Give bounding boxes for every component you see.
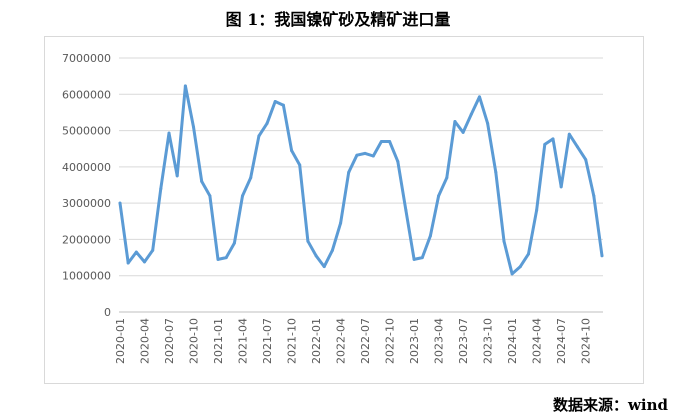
x-tick-label: 2022-01 (310, 318, 323, 364)
data-point (355, 153, 359, 157)
data-point (306, 239, 310, 243)
data-point (584, 158, 588, 162)
x-tick-label: 2024-04 (531, 318, 544, 364)
data-point (363, 151, 367, 155)
data-point (232, 241, 236, 245)
data-point (445, 176, 449, 180)
x-tick-label: 2020-07 (163, 318, 176, 364)
data-point (339, 221, 343, 225)
series-line (118, 84, 604, 276)
data-point (428, 234, 432, 238)
data-point (420, 256, 424, 260)
x-tick-label: 2024-07 (555, 318, 568, 364)
x-tick-label: 2020-04 (139, 318, 152, 364)
x-tick-label: 2021-01 (212, 318, 225, 364)
chart-frame: 0 1000000 2000000 3000000 4000000 5000000 6000… (44, 36, 644, 384)
data-point (502, 239, 506, 243)
data-point (281, 103, 285, 107)
data-point (486, 121, 490, 125)
y-tick-label: 7000000 (62, 52, 111, 65)
data-point (371, 154, 375, 158)
data-point (290, 149, 294, 153)
x-tick-label: 2022-10 (384, 318, 397, 364)
data-point (477, 95, 481, 99)
x-tick-label: 2022-07 (359, 318, 372, 364)
data-point (167, 131, 171, 135)
data-point (461, 130, 465, 134)
data-point (175, 174, 179, 178)
data-point (379, 139, 383, 143)
data-point (273, 100, 277, 104)
data-point (567, 132, 571, 136)
data-point (551, 137, 555, 141)
data-point (518, 265, 522, 269)
data-point (396, 159, 400, 163)
data-point (183, 84, 187, 88)
data-point (134, 250, 138, 254)
chart-title: 图 1：我国镍矿砂及精矿进口量 (225, 10, 451, 29)
data-point (208, 194, 212, 198)
y-tick-label: 2000000 (62, 233, 111, 246)
y-tick-label: 0 (104, 306, 111, 319)
data-point (535, 208, 539, 212)
data-point (559, 185, 563, 189)
y-tick-label: 4000000 (62, 161, 111, 174)
data-point (347, 170, 351, 174)
data-point (330, 248, 334, 252)
source-note: 数据来源：wind (552, 396, 668, 414)
data-points (118, 84, 604, 276)
data-point (192, 125, 196, 129)
data-point (151, 248, 155, 252)
x-tick-label: 2023-07 (457, 318, 470, 364)
x-tick-label: 2023-10 (482, 318, 495, 364)
x-tick-label: 2023-04 (433, 318, 446, 364)
x-tick-label: 2021-07 (261, 318, 274, 364)
data-point (143, 260, 147, 264)
x-tick-label: 2024-10 (580, 318, 593, 364)
y-tick-label: 6000000 (62, 88, 111, 101)
data-point (241, 194, 245, 198)
data-point (494, 170, 498, 174)
y-tick-label: 1000000 (62, 270, 111, 283)
x-tick-label: 2020-10 (188, 318, 201, 364)
data-point (298, 163, 302, 167)
data-point (388, 139, 392, 143)
data-point (265, 121, 269, 125)
data-point (200, 179, 204, 183)
data-point (224, 256, 228, 260)
x-tick-label: 2024-01 (506, 318, 519, 364)
data-point (543, 142, 547, 146)
y-tick-label: 3000000 (62, 197, 111, 210)
x-tick-label: 2021-10 (286, 318, 299, 364)
data-point (575, 145, 579, 149)
data-point (453, 120, 457, 123)
x-tick-label: 2023-01 (408, 318, 421, 364)
data-point (126, 261, 130, 265)
data-point (118, 201, 122, 205)
data-point (314, 254, 318, 258)
data-point (437, 194, 441, 198)
data-point (257, 134, 261, 138)
line-chart: 0 1000000 2000000 3000000 4000000 5000000 6000… (62, 52, 604, 364)
data-point (412, 257, 416, 261)
data-point (404, 208, 408, 212)
data-point (159, 187, 163, 191)
x-axis-ticks: 2020-01 2020-04 2020-07 2020-10 2021-01 2021-… (114, 318, 593, 364)
data-point (510, 272, 514, 276)
x-tick-label: 2022-04 (335, 318, 348, 364)
data-point (249, 176, 253, 180)
y-tick-label: 5000000 (62, 125, 111, 138)
data-point (469, 112, 473, 116)
x-tick-label: 2021-04 (237, 318, 250, 364)
y-axis-ticks: 0 1000000 2000000 3000000 4000000 5000000 6000… (62, 52, 111, 319)
data-point (526, 252, 530, 256)
data-point (216, 257, 220, 261)
data-point (600, 254, 604, 258)
data-point (592, 194, 596, 198)
data-point (322, 265, 326, 269)
x-tick-label: 2020-01 (114, 318, 127, 364)
